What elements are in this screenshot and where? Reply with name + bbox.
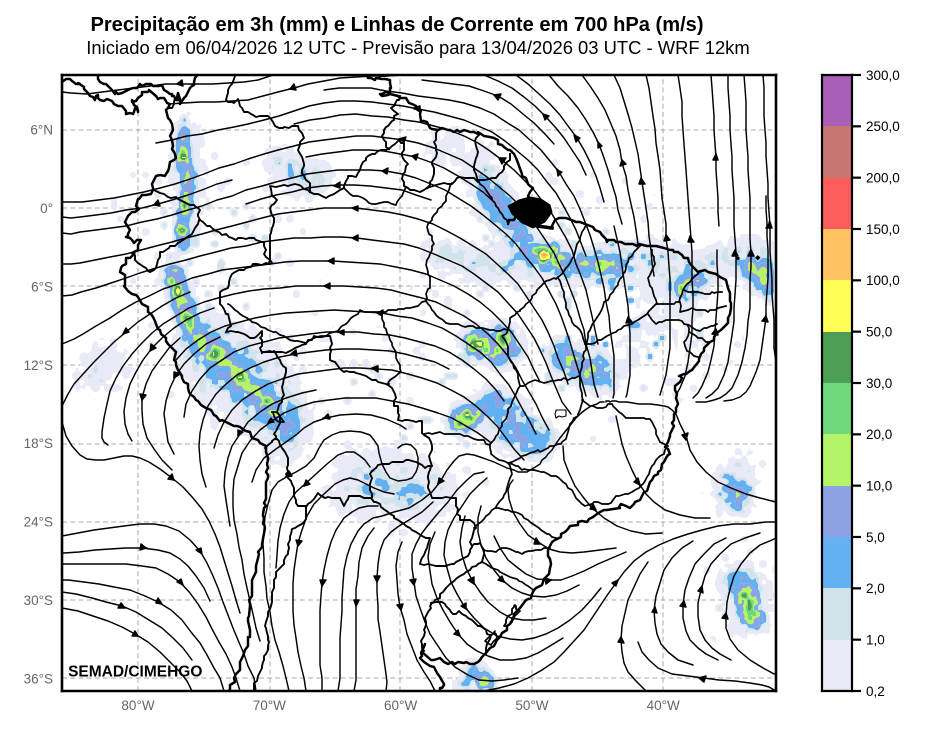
svg-text:30,0: 30,0 <box>866 376 892 391</box>
svg-text:2,0: 2,0 <box>866 581 885 596</box>
svg-text:200,0: 200,0 <box>866 171 900 186</box>
svg-text:40°W: 40°W <box>647 698 680 713</box>
svg-text:5,0: 5,0 <box>866 530 885 545</box>
svg-text:0,2: 0,2 <box>866 684 885 699</box>
svg-text:150,0: 150,0 <box>866 222 900 237</box>
svg-text:Iniciado em 06/04/2026 12 UTC: Iniciado em 06/04/2026 12 UTC - Previsão… <box>86 37 749 58</box>
svg-text:30°S: 30°S <box>24 593 53 608</box>
svg-text:20,0: 20,0 <box>866 427 892 442</box>
svg-text:36°S: 36°S <box>24 671 53 686</box>
svg-text:60°W: 60°W <box>384 698 417 713</box>
svg-text:SEMAD/CIMEHGO: SEMAD/CIMEHGO <box>68 664 202 681</box>
svg-text:Precipitação em 3h (mm) e Linh: Precipitação em 3h (mm) e Linhas de Corr… <box>90 14 703 36</box>
svg-text:10,0: 10,0 <box>866 479 892 494</box>
svg-text:6°N: 6°N <box>30 123 53 138</box>
svg-text:18°S: 18°S <box>24 436 53 451</box>
svg-text:50,0: 50,0 <box>866 325 892 340</box>
svg-text:12°S: 12°S <box>24 358 53 373</box>
svg-text:6°S: 6°S <box>31 279 53 294</box>
svg-text:0°: 0° <box>40 201 53 216</box>
svg-text:80°W: 80°W <box>121 698 154 713</box>
svg-text:100,0: 100,0 <box>866 273 900 288</box>
svg-text:300,0: 300,0 <box>866 68 900 83</box>
svg-text:24°S: 24°S <box>24 515 53 530</box>
svg-text:70°W: 70°W <box>253 698 286 713</box>
svg-text:1,0: 1,0 <box>866 633 885 648</box>
svg-text:250,0: 250,0 <box>866 119 900 134</box>
svg-text:50°W: 50°W <box>515 698 548 713</box>
